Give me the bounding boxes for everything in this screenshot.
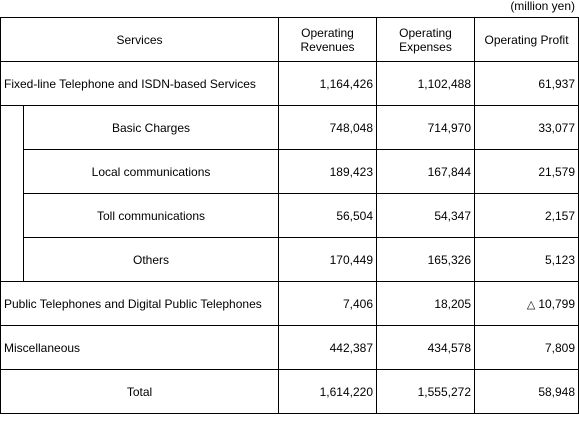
row-profit: 58,948 [474,369,579,414]
table-row: Others 170,449 165,326 5,123 [0,237,579,282]
table-row: Basic Charges 748,048 714,970 33,077 [0,105,579,150]
row-profit: 21,579 [474,149,579,194]
table-row: Miscellaneous 442,387 434,578 7,809 [0,325,579,370]
row-revenues: 56,504 [278,193,378,238]
row-expenses: 714,970 [376,105,476,150]
row-profit: 2,157 [474,193,579,238]
row-name: Local communications [22,149,280,194]
row-name: Total [0,369,280,414]
row-name: Public Telephones and Digital Public Tel… [0,281,280,326]
row-expenses: 434,578 [376,325,476,370]
header-row: Services Operating Revenues Operating Ex… [0,17,579,62]
indent-cell [0,237,24,282]
header-services: Services [0,17,280,62]
header-profit: Operating Profit [474,17,579,62]
row-revenues: 7,406 [278,281,378,326]
services-table: Services Operating Revenues Operating Ex… [0,17,579,414]
header-expenses: Operating Expenses [376,17,476,62]
row-name: Miscellaneous [0,325,280,370]
row-expenses: 1,102,488 [376,61,476,106]
row-profit: △ 10,799 [474,281,579,326]
row-name: Fixed-line Telephone and ISDN-based Serv… [0,61,280,106]
row-name: Others [22,237,280,282]
row-name: Basic Charges [22,105,280,150]
unit-label: (million yen) [510,0,575,13]
table-row: Fixed-line Telephone and ISDN-based Serv… [0,61,579,106]
row-name: Toll communications [22,193,280,238]
row-revenues: 1,614,220 [278,369,378,414]
row-revenues: 1,164,426 [278,61,378,106]
row-expenses: 18,205 [376,281,476,326]
row-expenses: 165,326 [376,237,476,282]
table-row: Public Telephones and Digital Public Tel… [0,281,579,326]
row-profit-value: 10,799 [538,296,576,311]
row-revenues: 442,387 [278,325,378,370]
row-profit: 5,123 [474,237,579,282]
row-expenses: 1,555,272 [376,369,476,414]
row-profit: 33,077 [474,105,579,150]
row-profit: 7,809 [474,325,579,370]
indent-cell [0,105,24,150]
indent-cell [0,149,24,194]
indent-cell [0,193,24,238]
header-revenues: Operating Revenues [278,17,378,62]
row-revenues: 748,048 [278,105,378,150]
table-row: Toll communications 56,504 54,347 2,157 [0,193,579,238]
row-expenses: 167,844 [376,149,476,194]
row-expenses: 54,347 [376,193,476,238]
row-profit: 61,937 [474,61,579,106]
table-row: Local communications 189,423 167,844 21,… [0,149,579,194]
row-revenues: 170,449 [278,237,378,282]
total-row: Total 1,614,220 1,555,272 58,948 [0,369,579,414]
negative-triangle-icon: △ [526,298,536,311]
row-revenues: 189,423 [278,149,378,194]
